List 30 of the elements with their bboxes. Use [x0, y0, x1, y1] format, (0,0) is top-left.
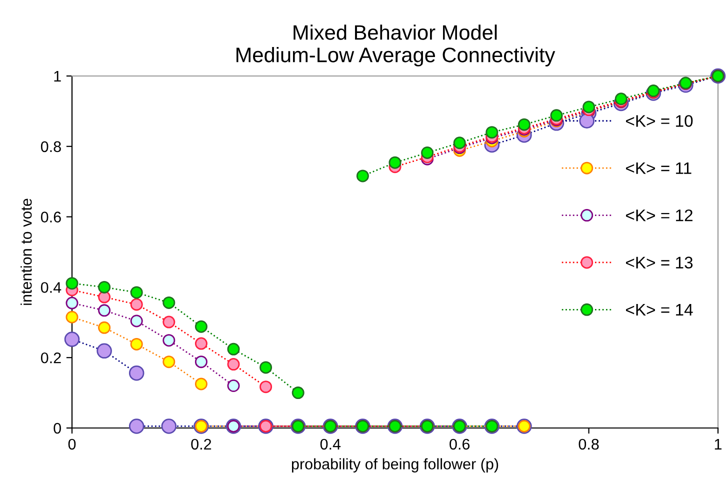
- legend-label: <K> = 13: [626, 256, 693, 268]
- x-tick-label: 0: [68, 438, 76, 450]
- legend-label: <K> = 12: [626, 209, 692, 222]
- point: [161, 418, 177, 434]
- legend-label: <K> = 14: [626, 304, 693, 316]
- y-tick-label: 0.6: [40, 212, 61, 222]
- x-axis-title: probability of being follower (p): [292, 458, 498, 472]
- y-tick-label: 0.4: [40, 282, 62, 293]
- y-tick-label: 0: [54, 422, 61, 434]
- y-axis-title: intention to vote: [20, 198, 32, 305]
- legend-label: <K> = 10: [626, 115, 693, 127]
- x-tick-label: 1: [714, 438, 722, 450]
- x-tick-label: 0.8: [578, 438, 599, 450]
- y-tick-label: 0.8: [40, 141, 61, 152]
- point: [421, 146, 434, 159]
- point: [518, 118, 530, 131]
- point: [388, 156, 402, 169]
- point: [356, 170, 369, 182]
- x-tick-label: 0.2: [191, 438, 212, 450]
- point: [128, 418, 144, 434]
- point: [486, 126, 498, 139]
- x-tick-label: 0.4: [320, 438, 341, 450]
- y-tick-label: 0.2: [40, 352, 61, 364]
- point: [582, 100, 596, 114]
- chart-title: Mixed Behavior Model Medium-Low Average Connectivity: [236, 24, 556, 66]
- legend-label: <K> = 11: [626, 162, 692, 174]
- point: [453, 136, 466, 150]
- x-tick-label: 0.6: [450, 438, 470, 450]
- point: [550, 109, 563, 122]
- y-tick-label: 1: [54, 71, 61, 82]
